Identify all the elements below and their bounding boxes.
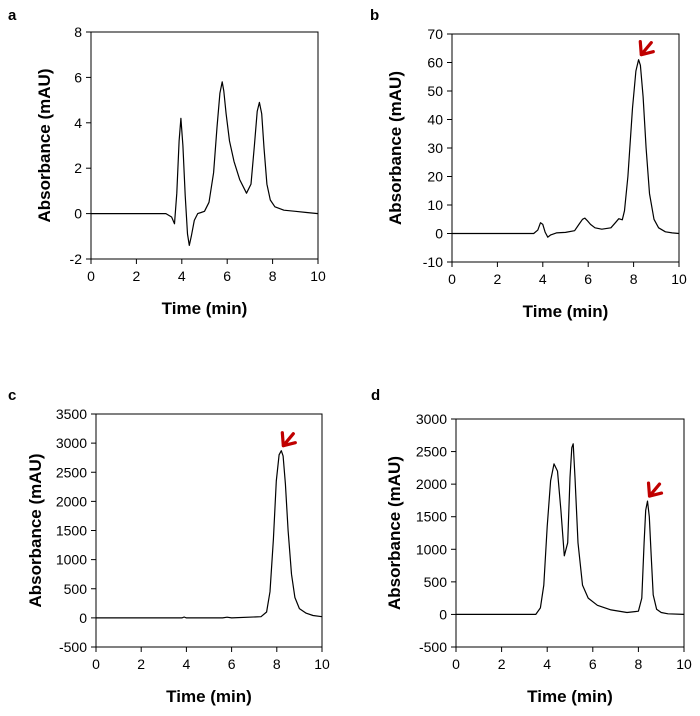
x-tick-label: 0 [448,271,456,287]
y-tick-label: 2500 [416,444,447,460]
y-axis-title: Absorbance (mAU) [35,69,54,223]
y-axis-title: Absorbance (mAU) [26,454,45,608]
x-tick-label: 2 [137,656,145,672]
y-tick-label: 6 [74,69,82,85]
x-tick-label: 6 [584,271,592,287]
x-tick-label: 6 [228,656,236,672]
x-tick-label: 4 [178,268,186,284]
chart-panel-b: b 0 2 4 6 8 10 -10 0 10 20 30 40 50 60 70 Time (min) Abso… [370,7,687,321]
y-tick-label: 2000 [56,493,87,509]
chromatogram-trace [452,59,680,238]
y-tick-label: 1000 [56,552,87,568]
y-tick-label: 3500 [56,406,87,422]
y-tick-label: 500 [64,581,88,597]
y-tick-label: 60 [427,55,443,71]
x-tick-label: 10 [314,656,330,672]
peak-arrow-icon [646,481,664,498]
y-axis-title: Absorbance (mAU) [385,456,404,610]
x-axis-title: Time (min) [162,299,248,318]
chart-panel-d: d 0 2 4 6 8 10 -500 0 500 1000 1500 2000 2500 3000 Time… [371,387,692,706]
x-tick-label: 10 [676,656,692,672]
y-tick-label: 30 [427,140,443,156]
y-tick-label: 0 [74,206,82,222]
y-tick-label: 3000 [416,411,447,427]
x-tick-label: 4 [543,656,551,672]
y-tick-label: 4 [74,115,82,131]
x-tick-label: 8 [273,656,281,672]
y-tick-label: -500 [59,639,87,655]
y-tick-label: 0 [439,606,447,622]
x-tick-label: 2 [494,271,502,287]
x-tick-label: 4 [539,271,547,287]
plot-frame [455,418,685,648]
x-axis-title: Time (min) [527,687,613,706]
y-tick-label: 50 [427,83,443,99]
plot-frame [451,33,680,263]
y-tick-label: 3000 [56,435,87,451]
x-tick-label: 10 [671,271,687,287]
y-tick-label: -2 [70,251,83,267]
x-tick-label: 10 [310,268,326,284]
y-tick-label: 2000 [416,476,447,492]
x-tick-label: 0 [87,268,95,284]
panel-letter: c [8,387,16,404]
y-tick-label: 1000 [416,541,447,557]
y-tick-label: -10 [423,254,443,270]
y-tick-label: 1500 [416,509,447,525]
x-tick-label: 8 [635,656,643,672]
y-tick-label: 1500 [56,523,87,539]
panel-letter: a [8,7,17,24]
y-tick-label: 10 [427,197,443,213]
x-tick-label: 8 [269,268,277,284]
peak-arrow-icon [280,431,297,448]
x-tick-label: 2 [133,268,141,284]
x-tick-label: 4 [183,656,191,672]
y-tick-label: 2 [74,160,82,176]
chromatogram-trace [456,443,685,616]
panel-letter: d [371,387,380,404]
y-axis-title: Absorbance (mAU) [386,71,405,225]
x-tick-label: 8 [630,271,638,287]
chromatogram-trace [96,450,323,619]
x-axis-title: Time (min) [523,302,609,321]
x-tick-label: 0 [92,656,100,672]
y-tick-label: 20 [427,169,443,185]
chromatogram-trace [91,81,319,246]
x-axis-title: Time (min) [166,687,252,706]
peak-arrow-icon [638,40,655,57]
x-tick-label: 0 [452,656,460,672]
y-tick-label: 8 [74,24,82,40]
y-tick-label: 40 [427,112,443,128]
y-tick-label: 0 [79,610,87,626]
plot-frame [90,31,319,260]
y-tick-label: 0 [435,226,443,242]
x-tick-label: 6 [589,656,597,672]
y-tick-label: 2500 [56,464,87,480]
y-tick-label: 70 [427,26,443,42]
y-tick-label: 500 [424,574,448,590]
y-tick-label: -500 [419,639,447,655]
x-tick-label: 6 [223,268,231,284]
panel-letter: b [370,7,379,24]
x-tick-label: 2 [498,656,506,672]
chart-panel-c: c 0 2 4 6 8 10 -500 0 500 1000 1500 2000 2500 3000 3500… [8,387,330,706]
